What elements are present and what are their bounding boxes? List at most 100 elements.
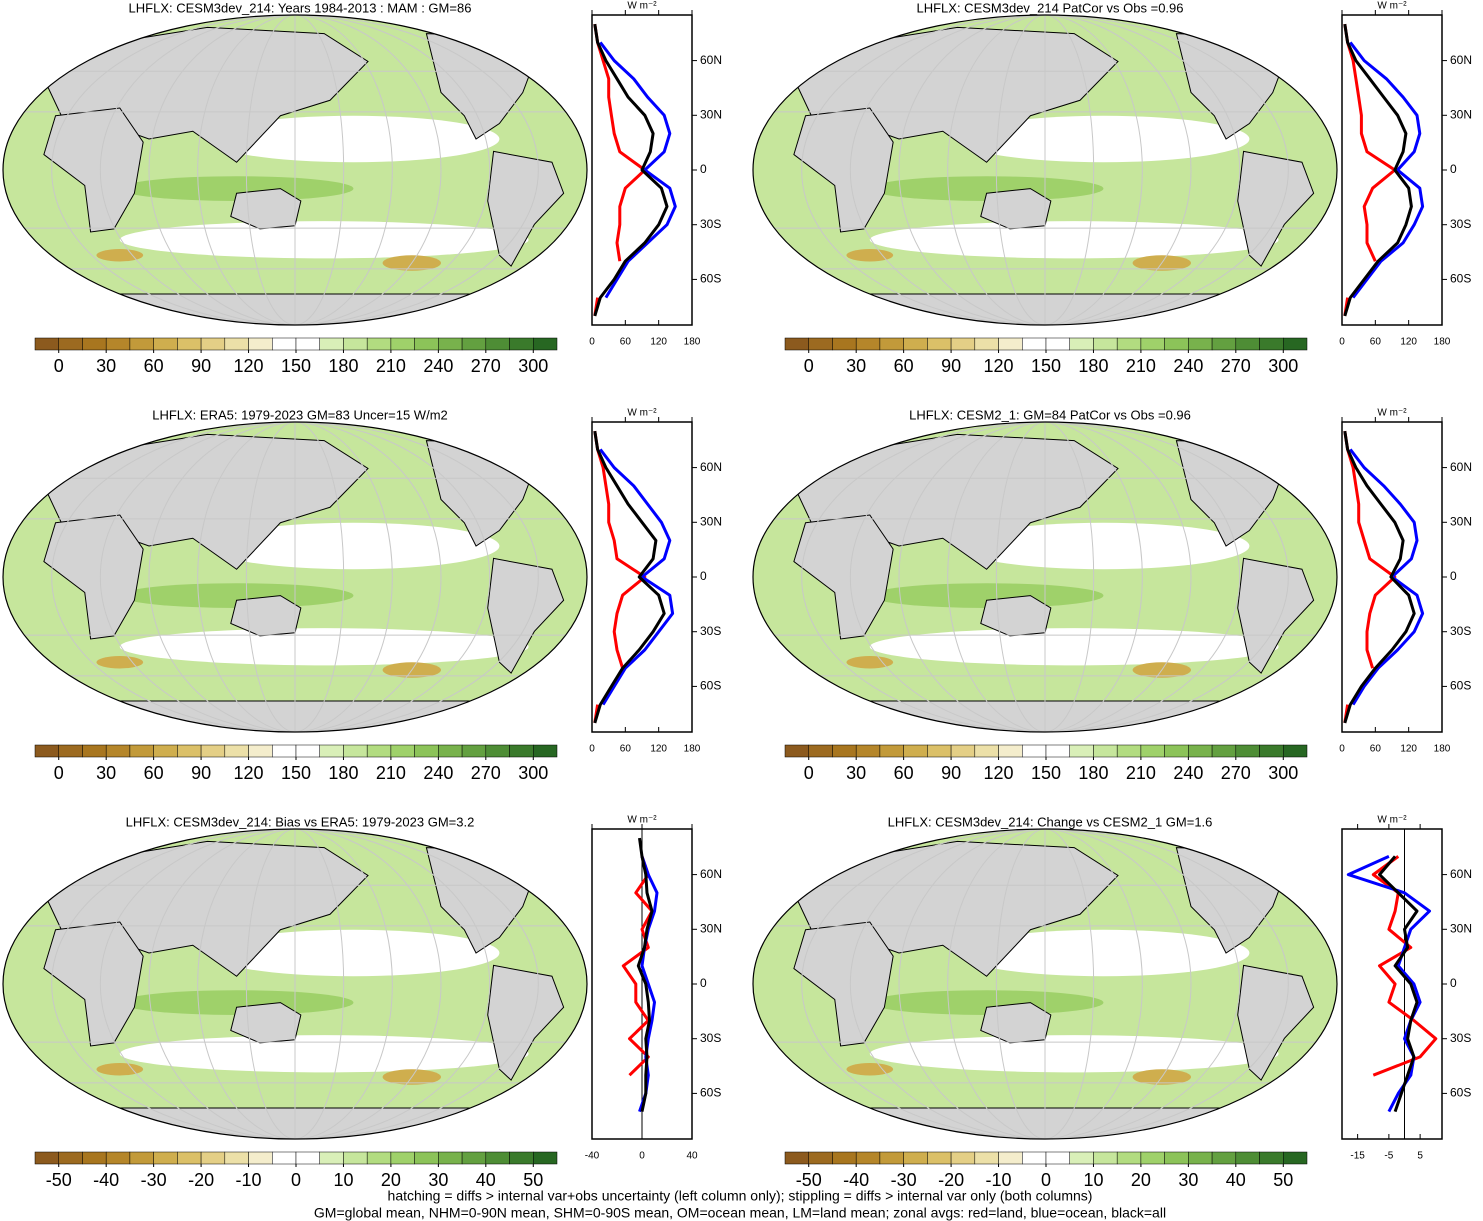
zonal-line bbox=[636, 837, 654, 1112]
colorbar-label: 30 bbox=[1178, 1170, 1198, 1190]
y-tick-label: 30S bbox=[1450, 624, 1471, 638]
colorbar-label: 0 bbox=[1041, 1170, 1051, 1190]
y-tick-label: 30N bbox=[700, 514, 722, 528]
colorbar-label: 150 bbox=[281, 763, 311, 783]
colorbar-label: 240 bbox=[423, 763, 453, 783]
colorbar-label: 210 bbox=[1126, 356, 1156, 376]
map-band bbox=[207, 115, 500, 163]
colorbar-label: 60 bbox=[894, 763, 914, 783]
graticule bbox=[148, 15, 442, 325]
colorbar-box bbox=[414, 744, 439, 758]
colorbar-label: 50 bbox=[1273, 1170, 1293, 1190]
graticule bbox=[801, 422, 1289, 732]
colorbar-label: 300 bbox=[518, 356, 548, 376]
colorbar-box bbox=[1140, 337, 1165, 351]
map bbox=[753, 422, 1337, 732]
colorbar-box bbox=[832, 744, 857, 758]
colorbar-box bbox=[927, 1151, 952, 1165]
y-tick-label: 60S bbox=[1450, 679, 1471, 693]
map-outline bbox=[2, 828, 588, 1140]
colorbar-box bbox=[1164, 744, 1189, 758]
colorbar-box bbox=[1069, 337, 1094, 351]
map-outline bbox=[752, 421, 1338, 733]
y-tick-label: 60S bbox=[1450, 1086, 1471, 1100]
zonal-line bbox=[621, 855, 654, 1077]
graticule bbox=[947, 829, 1143, 1139]
colorbar-box bbox=[1022, 744, 1047, 758]
colorbar-label: 90 bbox=[191, 763, 211, 783]
graticule bbox=[197, 422, 393, 732]
colorbar-label: 150 bbox=[1031, 356, 1061, 376]
colorbar-box bbox=[950, 1151, 976, 1165]
colorbar-box bbox=[1022, 337, 1047, 351]
colorbar-box bbox=[784, 744, 809, 758]
colorbar-box bbox=[272, 337, 297, 351]
colorbar-box bbox=[1045, 744, 1070, 758]
colorbar-box bbox=[533, 744, 558, 758]
units-label: W m⁻² bbox=[1377, 1, 1407, 12]
plot-frame bbox=[1341, 828, 1443, 1140]
colorbar-box bbox=[153, 337, 178, 351]
colorbar-label: 180 bbox=[328, 763, 358, 783]
colorbar-label: 180 bbox=[1078, 356, 1108, 376]
y-tick-label: 0 bbox=[700, 162, 707, 176]
colorbar-box bbox=[224, 337, 249, 351]
map-outline bbox=[2, 14, 588, 326]
y-tick-label: 0 bbox=[1450, 569, 1457, 583]
graticule bbox=[245, 829, 345, 1139]
y-tick-label: 60N bbox=[1450, 867, 1472, 881]
colorbar-label: 30 bbox=[96, 356, 116, 376]
note: GM=global mean, NHM=0-90N mean, SHM=0-90… bbox=[314, 1205, 1166, 1221]
zonal-line bbox=[599, 448, 675, 706]
colorbar-box bbox=[177, 744, 202, 758]
colorbar-label: -20 bbox=[938, 1170, 964, 1190]
map-band bbox=[846, 656, 894, 669]
colorbar-box bbox=[200, 744, 226, 758]
colorbar-box bbox=[855, 1151, 881, 1165]
colorbar-label: 0 bbox=[54, 356, 64, 376]
colorbar-label: 30 bbox=[846, 356, 866, 376]
colorbar-label: -50 bbox=[796, 1170, 822, 1190]
graticule bbox=[898, 422, 1192, 732]
graticule bbox=[51, 422, 539, 732]
colorbar-label: 270 bbox=[1221, 763, 1251, 783]
graticule bbox=[148, 829, 442, 1139]
colorbar-box bbox=[1283, 744, 1308, 758]
x-tick-label: -40 bbox=[585, 1151, 600, 1162]
colorbar-box bbox=[879, 1151, 904, 1165]
y-tick-label: 60S bbox=[700, 679, 721, 693]
y-tick-label: 60N bbox=[700, 53, 722, 67]
note: hatching = diffs > internal var+obs unce… bbox=[388, 1188, 1093, 1204]
graticule bbox=[849, 15, 1241, 325]
colorbar-box bbox=[319, 337, 344, 351]
colorbar-box bbox=[438, 744, 463, 758]
colorbar-box bbox=[390, 744, 415, 758]
x-tick-label: 40 bbox=[686, 1151, 698, 1162]
colorbar-box bbox=[1211, 337, 1237, 351]
map-band bbox=[957, 115, 1250, 163]
graticule bbox=[245, 15, 345, 325]
colorbar-box bbox=[461, 744, 487, 758]
x-tick-label: 180 bbox=[1434, 744, 1451, 755]
colorbar-box bbox=[1093, 744, 1118, 758]
colorbar-label: 210 bbox=[376, 356, 406, 376]
colorbar-box bbox=[879, 744, 904, 758]
colorbar-box bbox=[295, 1151, 320, 1165]
colorbar-label: 210 bbox=[376, 763, 406, 783]
colorbar-box bbox=[58, 1151, 83, 1165]
graticule bbox=[801, 15, 1289, 325]
map-title: LHFLX: CESM3dev_214: Years 1984-2013 : M… bbox=[129, 0, 472, 15]
colorbar-label: 30 bbox=[846, 763, 866, 783]
graticule bbox=[995, 422, 1095, 732]
graticule bbox=[245, 422, 345, 732]
land bbox=[793, 107, 894, 233]
graticule bbox=[51, 829, 539, 1139]
colorbar-box bbox=[272, 1151, 297, 1165]
colorbar-box bbox=[879, 337, 904, 351]
colorbar-box bbox=[855, 337, 881, 351]
colorbar-box bbox=[153, 1151, 178, 1165]
colorbar-box bbox=[855, 744, 881, 758]
y-tick-label: 0 bbox=[1450, 976, 1457, 990]
x-tick-label: 120 bbox=[650, 744, 667, 755]
map bbox=[3, 829, 587, 1139]
